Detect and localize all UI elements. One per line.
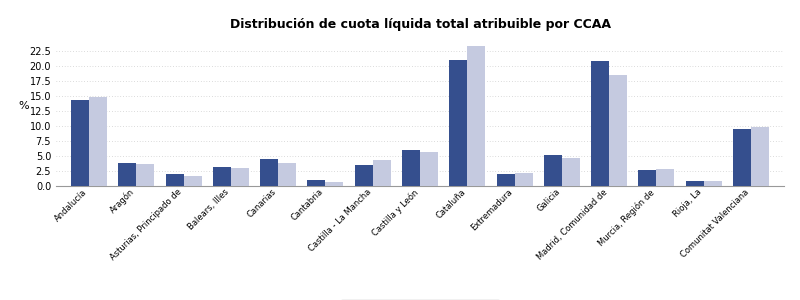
Bar	[118, 163, 136, 186]
Bar	[213, 167, 231, 186]
Bar	[420, 152, 438, 186]
Bar	[326, 182, 343, 186]
Bar	[467, 46, 486, 186]
Bar	[704, 181, 722, 186]
Bar	[450, 60, 467, 186]
Bar	[686, 181, 704, 186]
Bar	[609, 75, 627, 186]
Y-axis label: %: %	[18, 101, 29, 111]
Bar	[544, 155, 562, 186]
Bar	[514, 173, 533, 186]
Bar	[733, 129, 751, 186]
Bar	[231, 168, 249, 186]
Bar	[638, 170, 656, 186]
Bar	[260, 159, 278, 186]
Bar	[89, 97, 107, 186]
Bar	[402, 150, 420, 186]
Bar	[562, 158, 580, 186]
Bar	[656, 169, 674, 186]
Bar	[71, 100, 89, 186]
Bar	[751, 127, 769, 186]
Title: Distribución de cuota líquida total atribuible por CCAA: Distribución de cuota líquida total atri…	[230, 18, 610, 31]
Bar	[136, 164, 154, 186]
Bar	[166, 174, 184, 186]
Bar	[354, 165, 373, 186]
Bar	[497, 174, 514, 186]
Bar	[591, 61, 609, 186]
Bar	[307, 180, 326, 186]
Bar	[184, 176, 202, 186]
Bar	[278, 163, 296, 186]
Bar	[373, 160, 390, 186]
